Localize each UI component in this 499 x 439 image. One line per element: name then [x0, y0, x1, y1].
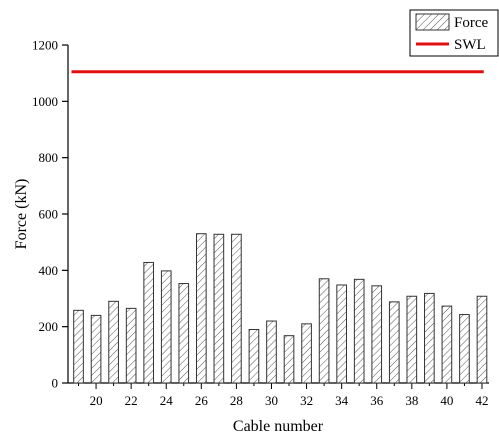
- y-tick-label: 1200: [32, 38, 58, 53]
- bar: [73, 309, 84, 384]
- x-tick-label: 20: [90, 393, 103, 408]
- y-axis-title: Force (kN): [13, 179, 30, 250]
- y-tick-label: 400: [39, 263, 59, 278]
- x-axis-title: Cable number: [233, 418, 324, 435]
- x-tick-label: 36: [370, 393, 384, 408]
- bar: [125, 307, 137, 384]
- bar: [248, 328, 260, 384]
- bar: [424, 292, 435, 384]
- x-tick-label: 28: [230, 393, 243, 408]
- bar: [371, 285, 383, 384]
- x-axis-ticks: 20 22 24 26 28 30 32 34 36 38 40 42: [78, 383, 488, 408]
- x-tick-label: 38: [405, 393, 418, 408]
- bar: [143, 261, 155, 384]
- y-axis-ticks: 0 200 400 600 800 1000 1200: [32, 38, 68, 391]
- y-tick-label: 600: [39, 207, 59, 222]
- x-tick-label: 42: [475, 393, 488, 408]
- bar: [178, 283, 190, 384]
- x-tick-label: 40: [440, 393, 453, 408]
- x-tick-label: 24: [160, 393, 174, 408]
- bar: [406, 295, 418, 384]
- bar: [353, 278, 365, 384]
- bar: [476, 295, 488, 384]
- bar: [283, 335, 295, 384]
- x-tick-label: 30: [265, 393, 278, 408]
- legend-swatch-force: [415, 13, 450, 31]
- y-tick-label: 0: [52, 376, 59, 391]
- bar: [160, 270, 172, 384]
- x-tick-label: 26: [195, 393, 209, 408]
- bar: [301, 323, 312, 384]
- bar: [213, 233, 225, 384]
- legend-label-force: Force: [454, 15, 488, 31]
- bar-series-force: [73, 233, 488, 384]
- bar: [318, 278, 330, 384]
- x-tick-label: 34: [335, 393, 349, 408]
- bar: [388, 301, 400, 384]
- legend-box: [409, 9, 499, 57]
- legend-label-swl: SWL: [454, 37, 486, 53]
- y-tick-label: 800: [39, 150, 59, 165]
- bar: [90, 314, 102, 384]
- x-tick-label: 22: [125, 393, 138, 408]
- bar: [459, 314, 470, 384]
- y-tick-label: 1000: [32, 94, 58, 109]
- bar: [266, 320, 277, 384]
- legend: Force SWL: [409, 9, 499, 57]
- bar: [231, 233, 242, 384]
- bar: [336, 284, 347, 384]
- bar: [108, 300, 119, 384]
- bar: [441, 305, 453, 384]
- bar: [195, 233, 207, 384]
- x-tick-label: 32: [300, 393, 313, 408]
- y-tick-label: 200: [39, 319, 59, 334]
